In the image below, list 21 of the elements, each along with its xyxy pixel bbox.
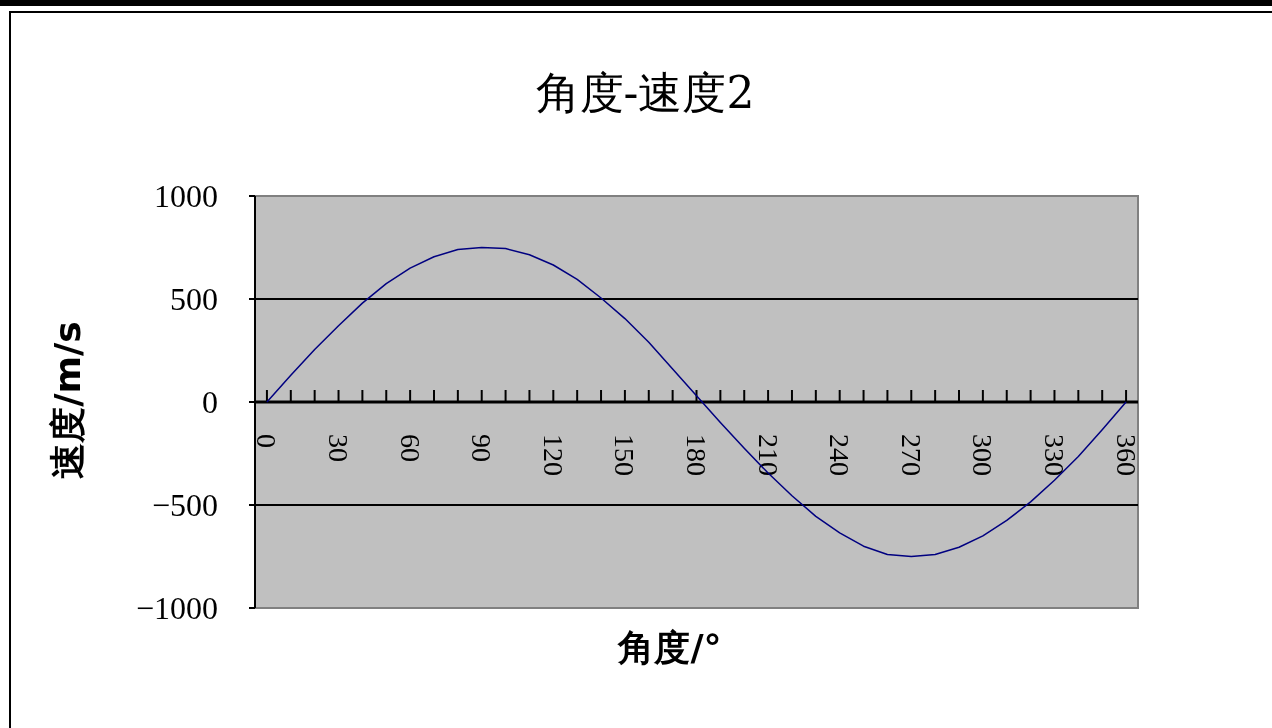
x-axis-title: 角度/° — [617, 627, 722, 668]
x-tick-label: 240 — [824, 434, 856, 476]
x-tick-label: 90 — [466, 434, 498, 462]
x-tick-label: 330 — [1038, 434, 1070, 476]
chart-title: 角度-速度2 — [535, 67, 755, 118]
x-tick-label: 300 — [967, 434, 999, 476]
x-tick-label: 180 — [681, 434, 712, 476]
x-tick-label: 60 — [394, 434, 426, 462]
y-tick-label: −1000 — [135, 590, 218, 626]
x-tick-label: 30 — [323, 434, 355, 462]
x-tick-label: 150 — [609, 434, 641, 476]
x-tick-label: 270 — [895, 434, 927, 476]
x-tick-label: 0 — [251, 434, 283, 448]
x-tick-label: 360 — [1110, 434, 1142, 476]
y-axis-title: 速度/m/s — [47, 321, 88, 479]
y-tick-label: 500 — [170, 281, 218, 317]
y-tick-label: 0 — [202, 384, 218, 420]
y-tick-label: −500 — [151, 487, 218, 523]
x-tick-label: 120 — [537, 434, 569, 476]
x-tick-label: 210 — [752, 434, 784, 476]
y-tick-label: 1000 — [154, 178, 218, 214]
